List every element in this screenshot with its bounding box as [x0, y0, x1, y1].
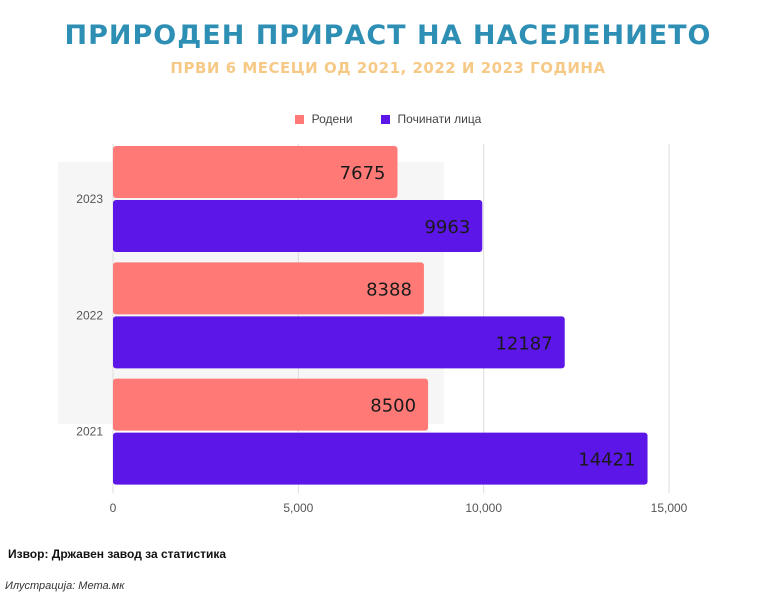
- x-tick-label: 5,000: [283, 501, 313, 515]
- bar-value-label: 7675: [340, 163, 386, 184]
- x-tick-label: 0: [110, 501, 117, 515]
- bar-value-label: 14421: [578, 450, 635, 471]
- bar-deceased-2023[interactable]: [113, 200, 483, 252]
- chart-title: ПРИРОДЕН ПРИРАСТ НА НАСЕЛЕНИЕТО: [64, 20, 712, 51]
- legend-swatch-deceased: [380, 114, 390, 124]
- bar-value-label: 12187: [495, 333, 552, 354]
- illustration-credit: Илустрација: Мета.мк: [5, 580, 125, 592]
- bar-value-label: 8388: [366, 279, 412, 300]
- legend-item-born[interactable]: Родени: [294, 112, 353, 126]
- y-category-label: 2021: [76, 425, 103, 439]
- bar-deceased-2022[interactable]: [113, 316, 565, 369]
- legend-item-deceased[interactable]: Починати лица: [380, 112, 482, 126]
- bar-born-2023[interactable]: [113, 146, 398, 198]
- legend-label-deceased: Починати лица: [397, 112, 482, 126]
- source-note: Извор: Државен завод за статистика: [8, 547, 227, 561]
- legend-label-born: Родени: [311, 112, 353, 126]
- x-tick-label: 10,000: [465, 501, 502, 515]
- chart-subtitle: ПРВИ 6 МЕСЕЦИ ОД 2021, 2022 И 2023 ГОДИН…: [170, 59, 606, 77]
- bar-born-2021[interactable]: [113, 378, 429, 431]
- legend-swatch-born: [294, 114, 304, 124]
- bar-chart: 0 5,000 10,000 15,000 7675 9963 2023 8388 12187 2…: [76, 144, 688, 515]
- chart-legend: Родени Починати лица: [0, 112, 776, 126]
- bar-born-2022[interactable]: [113, 262, 424, 315]
- bar-value-label: 9963: [424, 217, 470, 238]
- x-tick-label: 15,000: [651, 501, 688, 515]
- bar-value-label: 8500: [370, 396, 416, 417]
- bar-deceased-2021[interactable]: [113, 432, 648, 485]
- y-category-label: 2022: [76, 308, 103, 322]
- y-category-label: 2023: [76, 192, 103, 206]
- chart-card: ПРИРОДЕН ПРИРАСТ НА НАСЕЛЕНИЕТО ПРВИ 6 М…: [0, 20, 776, 515]
